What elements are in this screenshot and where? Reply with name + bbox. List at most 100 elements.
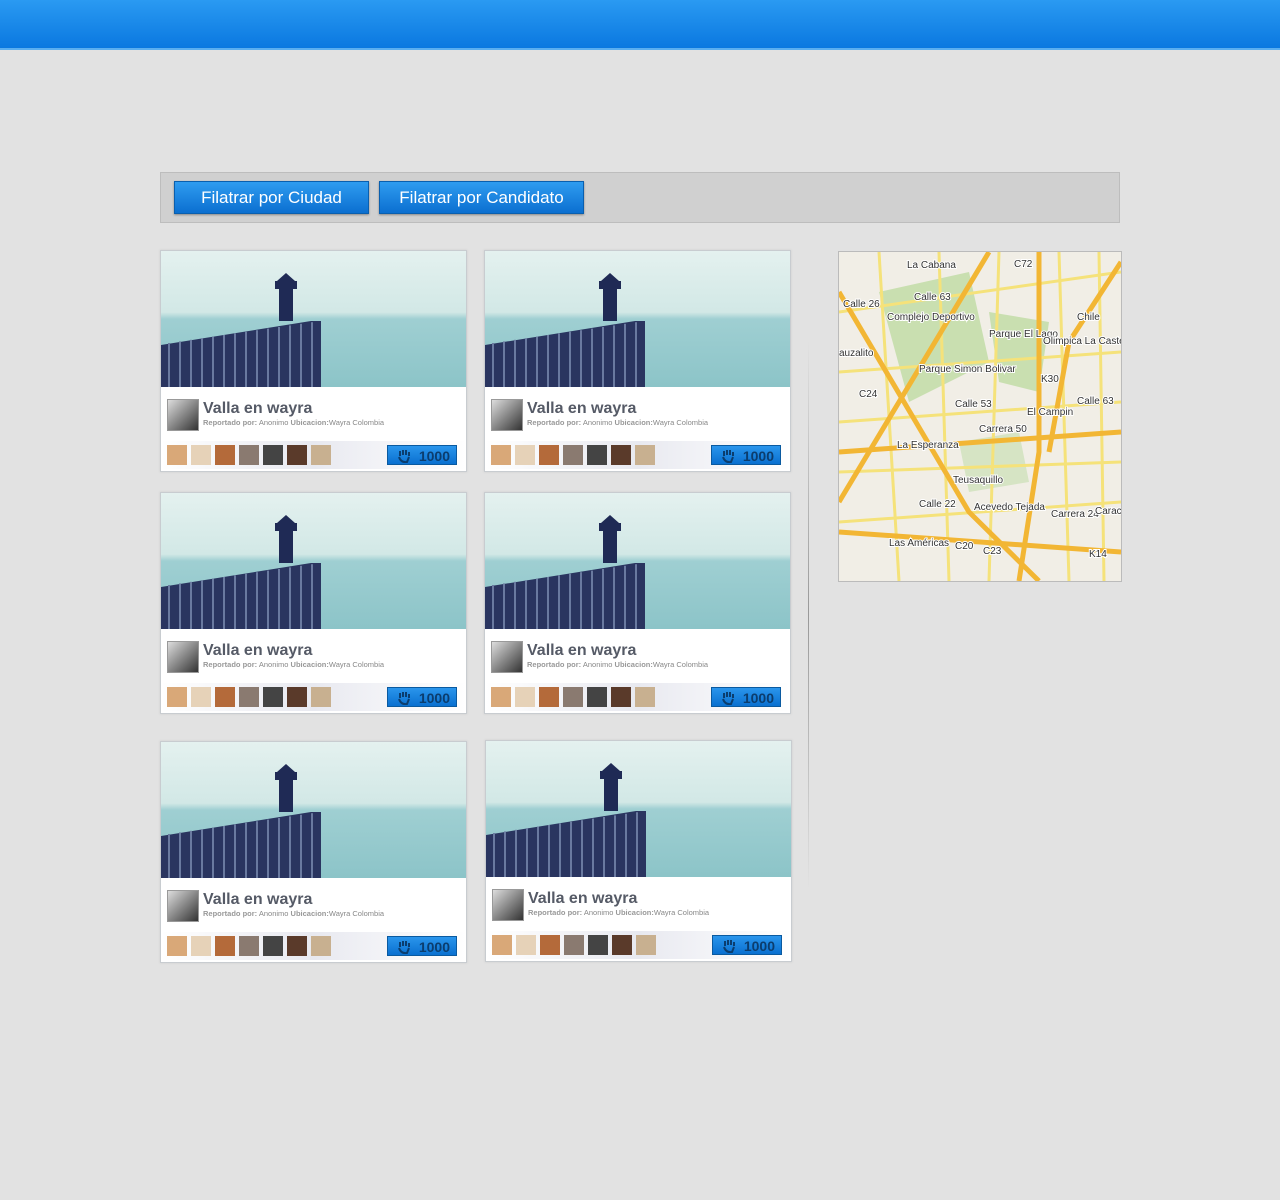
vote-count: 1000 xyxy=(418,690,450,706)
card-image xyxy=(161,493,466,629)
vote-button[interactable]: 1000 xyxy=(387,687,457,707)
supporter-avatar xyxy=(515,687,535,707)
location-label: Ubicacion: xyxy=(614,418,653,427)
reporter: Anonimo xyxy=(258,418,289,427)
supporter-avatar xyxy=(311,687,331,707)
vote-count: 1000 xyxy=(418,448,450,464)
supporter-avatar xyxy=(539,687,559,707)
map-label: C20 xyxy=(955,541,974,552)
card-title: Valla en wayra xyxy=(203,891,313,908)
vote-button[interactable]: 1000 xyxy=(387,936,457,956)
supporter-avatar xyxy=(191,687,211,707)
supporter-avatar xyxy=(539,445,559,465)
map-label: Parque Simon Bolivar xyxy=(919,364,1016,375)
supporter-avatar xyxy=(587,687,607,707)
supporter-avatar xyxy=(491,687,511,707)
card-footer: 1000 xyxy=(485,683,790,711)
filter-bar: Filatrar por Ciudad Filatrar por Candida… xyxy=(160,172,1120,223)
supporter-avatar xyxy=(215,445,235,465)
avatar xyxy=(167,890,199,922)
map-labels: La Cabana C72 Calle 63 Calle 26 Complejo… xyxy=(839,258,1121,561)
reporter: Anonimo xyxy=(258,660,289,669)
vote-button[interactable]: 1000 xyxy=(712,935,782,955)
location: Wayra Colombia xyxy=(653,908,710,917)
hand-icon xyxy=(398,450,410,463)
vote-button[interactable]: 1000 xyxy=(711,687,781,707)
location: Wayra Colombia xyxy=(652,418,709,427)
card-meta: Reportado por: Anonimo Ubicacion:Wayra C… xyxy=(203,909,384,918)
supporter-avatar xyxy=(287,445,307,465)
supporter-avatar xyxy=(588,935,608,955)
hand-icon xyxy=(723,940,735,953)
card: Valla en wayra Reportado por: Anonimo Ubi… xyxy=(160,741,467,963)
card-title: Valla en wayra xyxy=(527,642,637,659)
reporter: Anonimo xyxy=(258,909,289,918)
card-meta: Reportado por: Anonimo Ubicacion:Wayra C… xyxy=(528,908,709,917)
supporter-avatar xyxy=(239,445,259,465)
map-label: K14 xyxy=(1089,549,1107,560)
card: Valla en wayra Reportado por: Anonimo Ubi… xyxy=(484,492,791,714)
location-label: Ubicacion: xyxy=(614,660,653,669)
map-label: Calle 53 xyxy=(955,399,992,410)
map-label: C72 xyxy=(1014,259,1033,270)
supporter-avatar xyxy=(611,445,631,465)
location-label: Ubicacion: xyxy=(290,418,329,427)
card-title: Valla en wayra xyxy=(527,400,637,417)
supporter-avatar xyxy=(492,935,512,955)
map-label: Carrera 24 xyxy=(1051,509,1099,520)
reporter-label: Reportado por: xyxy=(203,660,258,669)
divider xyxy=(808,340,809,890)
map-label: C23 xyxy=(983,546,1002,557)
supporter-avatar xyxy=(563,445,583,465)
map[interactable]: La Cabana C72 Calle 63 Calle 26 Complejo… xyxy=(838,251,1122,582)
vote-button[interactable]: 1000 xyxy=(711,445,781,465)
map-label: Chile xyxy=(1077,312,1100,323)
map-label: Calle 63 xyxy=(914,292,951,303)
card-footer: 1000 xyxy=(485,441,790,469)
card: Valla en wayra Reportado por: Anonimo Ubi… xyxy=(485,740,792,962)
card-image xyxy=(485,251,790,387)
vote-count: 1000 xyxy=(743,938,775,954)
card-title: Valla en wayra xyxy=(203,400,313,417)
map-label: Caracas xyxy=(1095,506,1121,517)
location-label: Ubicacion: xyxy=(615,908,654,917)
vote-count: 1000 xyxy=(742,448,774,464)
supporter-avatar xyxy=(612,935,632,955)
vote-button[interactable]: 1000 xyxy=(387,445,457,465)
supporter-avatar xyxy=(167,936,187,956)
reporter-label: Reportado por: xyxy=(527,418,582,427)
supporter-avatar xyxy=(635,687,655,707)
hand-icon xyxy=(722,692,734,705)
reporter: Anonimo xyxy=(582,660,613,669)
filter-button[interactable]: Filatrar por Ciudad xyxy=(174,181,369,214)
card-meta: Reportado por: Anonimo Ubicacion:Wayra C… xyxy=(203,418,384,427)
reporter-label: Reportado por: xyxy=(528,908,583,917)
avatar xyxy=(492,889,524,921)
location: Wayra Colombia xyxy=(328,660,385,669)
supporter-avatar xyxy=(191,936,211,956)
map-label: Acevedo Tejada xyxy=(974,502,1045,513)
supporter-avatar xyxy=(563,687,583,707)
map-label: Complejo Deportivo xyxy=(887,312,975,323)
card: Valla en wayra Reportado por: Anonimo Ubi… xyxy=(160,492,467,714)
map-label: Teusaquillo xyxy=(953,475,1003,486)
card: Valla en wayra Reportado por: Anonimo Ubi… xyxy=(160,250,467,472)
reporter: Anonimo xyxy=(583,908,614,917)
supporter-avatar xyxy=(167,687,187,707)
reporter-label: Reportado por: xyxy=(527,660,582,669)
map-svg: La Cabana C72 Calle 63 Calle 26 Complejo… xyxy=(839,252,1121,581)
supporter-avatar xyxy=(540,935,560,955)
vote-count: 1000 xyxy=(418,939,450,955)
supporter-avatar xyxy=(263,687,283,707)
map-label: auzalito xyxy=(839,348,874,359)
map-label: La Esperanza xyxy=(897,440,959,451)
supporter-avatar xyxy=(215,936,235,956)
card: Valla en wayra Reportado por: Anonimo Ubi… xyxy=(484,250,791,472)
supporter-avatar xyxy=(311,936,331,956)
location-label: Ubicacion: xyxy=(290,909,329,918)
map-label: La Cabana xyxy=(907,260,956,271)
supporter-avatar xyxy=(491,445,511,465)
map-label: Carrera 50 xyxy=(979,424,1027,435)
card-footer: 1000 xyxy=(486,931,791,959)
filter-button[interactable]: Filatrar por Candidato xyxy=(379,181,584,214)
